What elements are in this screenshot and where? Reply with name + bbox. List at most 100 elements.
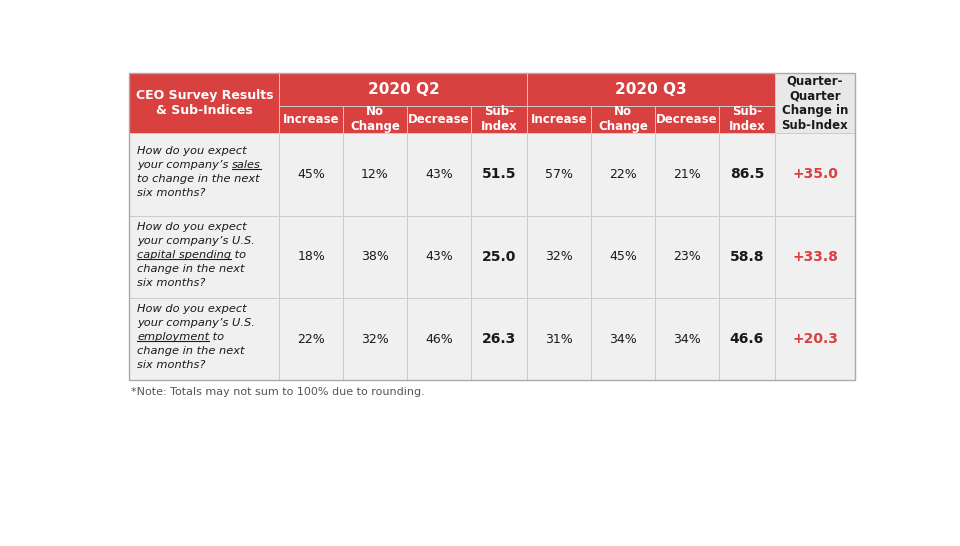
Text: to change in the next: to change in the next	[137, 175, 259, 185]
Bar	[407, 298, 470, 381]
Bar	[718, 216, 776, 298]
Bar	[776, 216, 854, 298]
Text: capital spending: capital spending	[137, 250, 231, 260]
Bar	[343, 298, 407, 381]
Text: 31%: 31%	[545, 333, 573, 346]
Text: Decrease: Decrease	[656, 113, 717, 126]
Text: CEO Survey Results
& Sub-Indices: CEO Survey Results & Sub-Indices	[135, 89, 274, 117]
Text: 2020 Q3: 2020 Q3	[615, 82, 687, 97]
Text: Quarter-
Quarter
Change in
Sub-Index: Quarter- Quarter Change in Sub-Index	[781, 74, 849, 132]
Text: 21%: 21%	[673, 168, 701, 181]
Bar	[527, 73, 776, 105]
Text: +20.3: +20.3	[792, 333, 838, 346]
Bar	[130, 133, 279, 216]
Text: 18%: 18%	[298, 251, 325, 263]
Bar	[279, 73, 527, 105]
Text: 43%: 43%	[425, 168, 452, 181]
Bar	[407, 216, 470, 298]
Text: employment: employment	[137, 333, 209, 342]
Text: 22%: 22%	[609, 168, 636, 181]
Bar	[470, 216, 527, 298]
Bar	[130, 73, 279, 133]
Text: 34%: 34%	[609, 333, 636, 346]
Bar	[655, 133, 718, 216]
Bar	[343, 133, 407, 216]
Bar	[130, 216, 279, 298]
Text: your company’s U.S.: your company’s U.S.	[137, 236, 255, 246]
Text: 45%: 45%	[609, 251, 636, 263]
Bar	[655, 216, 718, 298]
Bar	[527, 105, 591, 133]
Bar	[470, 298, 527, 381]
Bar	[279, 133, 343, 216]
Text: 45%: 45%	[298, 168, 325, 181]
Bar	[343, 216, 407, 298]
Text: 25.0: 25.0	[482, 250, 516, 264]
Bar	[527, 216, 591, 298]
Bar	[591, 133, 655, 216]
Text: 46%: 46%	[425, 333, 452, 346]
Text: Decrease: Decrease	[408, 113, 469, 126]
Text: How do you expect: How do you expect	[137, 222, 247, 232]
Text: 12%: 12%	[361, 168, 389, 181]
Text: 22%: 22%	[298, 333, 325, 346]
Text: Sub-
Index: Sub- Index	[481, 105, 517, 133]
Text: Increase: Increase	[531, 113, 588, 126]
Bar	[655, 298, 718, 381]
Text: 43%: 43%	[425, 251, 452, 263]
Text: 51.5: 51.5	[482, 168, 516, 181]
Text: 34%: 34%	[673, 333, 701, 346]
Bar	[718, 105, 776, 133]
Text: Increase: Increase	[283, 113, 340, 126]
Bar	[591, 216, 655, 298]
Bar	[279, 298, 343, 381]
Bar	[130, 298, 279, 381]
Bar	[470, 105, 527, 133]
Bar	[591, 105, 655, 133]
Text: change in the next: change in the next	[137, 346, 245, 356]
Bar	[407, 133, 470, 216]
Text: your company’s U.S.: your company’s U.S.	[137, 318, 255, 328]
Text: No
Change: No Change	[598, 105, 648, 133]
Text: 58.8: 58.8	[730, 250, 764, 264]
Text: six months?: six months?	[137, 278, 205, 288]
Bar	[718, 133, 776, 216]
Text: 23%: 23%	[673, 251, 701, 263]
Bar	[655, 105, 718, 133]
Bar	[718, 298, 776, 381]
Text: to: to	[231, 250, 247, 260]
Bar	[527, 133, 591, 216]
Text: six months?: six months?	[137, 188, 205, 199]
Text: sales: sales	[232, 161, 261, 170]
Text: 2020 Q2: 2020 Q2	[368, 82, 440, 97]
Text: your company’s: your company’s	[137, 161, 232, 170]
Text: How do you expect: How do you expect	[137, 146, 247, 157]
Bar	[407, 105, 470, 133]
Text: +35.0: +35.0	[792, 168, 838, 181]
Text: 46.6: 46.6	[730, 333, 764, 346]
Text: 32%: 32%	[361, 333, 389, 346]
Text: Sub-
Index: Sub- Index	[729, 105, 765, 133]
Text: 32%: 32%	[545, 251, 573, 263]
Bar	[527, 298, 591, 381]
Bar	[776, 298, 854, 381]
Bar	[591, 298, 655, 381]
Text: 57%: 57%	[545, 168, 573, 181]
Bar	[343, 105, 407, 133]
Text: +33.8: +33.8	[792, 250, 838, 264]
Text: 86.5: 86.5	[730, 168, 764, 181]
Text: No
Change: No Change	[350, 105, 400, 133]
Text: to: to	[209, 333, 225, 342]
Text: 38%: 38%	[361, 251, 389, 263]
Text: How do you expect: How do you expect	[137, 304, 247, 314]
Bar	[130, 73, 854, 381]
Text: *Note: Totals may not sum to 100% due to rounding.: *Note: Totals may not sum to 100% due to…	[131, 387, 424, 397]
Bar	[279, 216, 343, 298]
Bar	[776, 73, 854, 133]
Text: change in the next: change in the next	[137, 264, 245, 274]
Text: 26.3: 26.3	[482, 333, 516, 346]
Text: six months?: six months?	[137, 360, 205, 370]
Bar	[776, 133, 854, 216]
Bar	[279, 105, 343, 133]
Bar	[470, 133, 527, 216]
